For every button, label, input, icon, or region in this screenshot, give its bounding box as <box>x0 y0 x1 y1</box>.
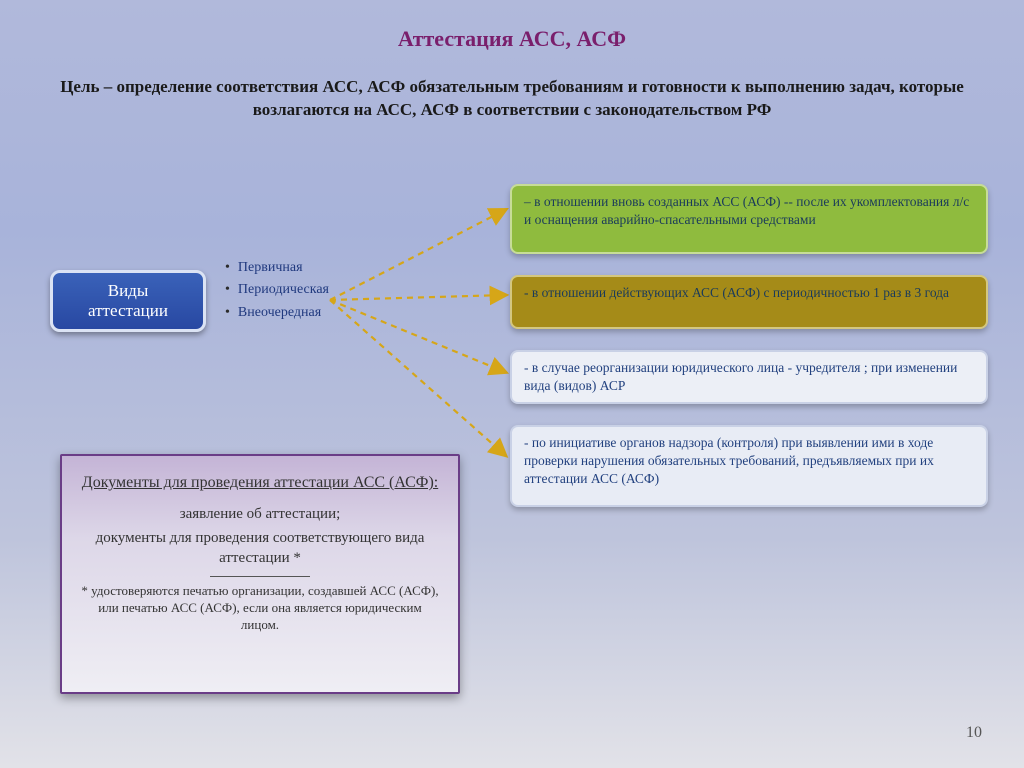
info-box-4: - по инициативе органов надзора (контрол… <box>510 425 988 507</box>
slide-title: Аттестация АСС, АСФ <box>0 26 1024 52</box>
slide: Аттестация АСС, АСФ Цель – определение с… <box>0 0 1024 768</box>
info-box-3: - в случае реорганизации юридического ли… <box>510 350 988 404</box>
arrow-to-box1 <box>330 210 505 300</box>
documents-separator <box>210 576 310 577</box>
types-list-item: Периодическая <box>225 279 329 301</box>
info-box-1: – в отношении вновь созданных АСС (АСФ) … <box>510 184 988 254</box>
documents-title: Документы для проведения аттестации АСС … <box>80 472 440 494</box>
types-box-line2: аттестации <box>53 301 203 321</box>
info-box-2: - в отношении действующих АСС (АСФ) с пе… <box>510 275 988 329</box>
arrow-to-box4 <box>330 300 505 455</box>
types-list-item: Первичная <box>225 257 329 279</box>
types-list-item: Внеочередная <box>225 302 329 324</box>
arrow-to-box2 <box>330 295 505 300</box>
goal-text: Цель – определение соответствия АСС, АСФ… <box>60 76 964 122</box>
documents-footnote: * удостоверяются печатью организации, со… <box>80 583 440 634</box>
page-number: 10 <box>966 724 982 742</box>
types-list: Первичная Периодическая Внеочередная <box>225 257 329 324</box>
documents-item: заявление об аттестации; <box>80 504 440 524</box>
documents-item: документы для проведения соответствующег… <box>80 528 440 569</box>
documents-panel: Документы для проведения аттестации АСС … <box>60 454 460 694</box>
types-box: Виды аттестации <box>50 270 206 332</box>
types-box-line1: Виды <box>53 281 203 301</box>
arrow-to-box3 <box>330 300 505 372</box>
